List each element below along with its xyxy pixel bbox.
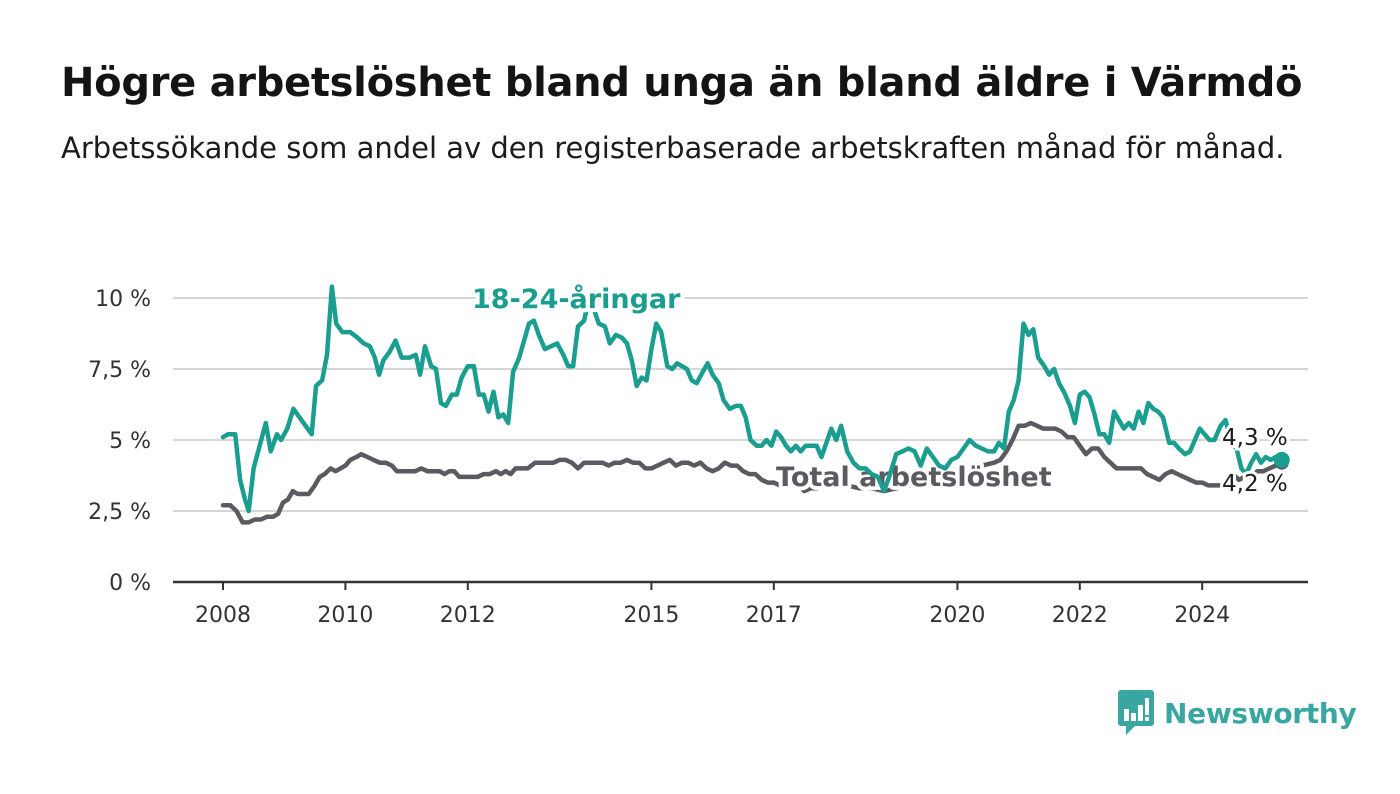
x-tick-label: 2012 bbox=[440, 603, 496, 628]
end-label-total: 4,2 % bbox=[1222, 471, 1288, 497]
x-tick-label: 2022 bbox=[1052, 603, 1108, 628]
series-lines: Total arbetslöshet bbox=[220, 284, 1285, 525]
y-tick-label: 2,5 % bbox=[88, 500, 151, 525]
y-tick-label: 10 % bbox=[95, 287, 151, 312]
series-line-total bbox=[220, 420, 1285, 525]
x-axis: 2008 2010 2012 2015 2017 2020 2022 2024 bbox=[173, 580, 1308, 628]
end-point-18-24 bbox=[1273, 451, 1290, 468]
end-label-18-24: 4,3 % bbox=[1222, 425, 1288, 451]
newsworthy-logo[interactable]: Newsworthy bbox=[1118, 690, 1357, 736]
x-tick-label: 2020 bbox=[929, 603, 985, 628]
gridlines bbox=[173, 297, 1308, 512]
chart-title: Högre arbetslöshet bland unga än bland ä… bbox=[61, 60, 1303, 106]
bar-chart-speech-bubble-icon bbox=[1118, 690, 1154, 735]
x-tick-label: 2024 bbox=[1174, 603, 1230, 628]
y-tick-label: 0 % bbox=[109, 571, 151, 596]
y-tick-label: 7,5 % bbox=[88, 358, 151, 383]
series-labels: 18-24-åringar 4,3 % 4,2 % bbox=[468, 279, 1291, 500]
y-tick-label: 5 % bbox=[109, 429, 151, 454]
brand-name: Newsworthy bbox=[1164, 696, 1357, 730]
x-tick-label: 2010 bbox=[317, 603, 373, 628]
x-tick-label: 2017 bbox=[746, 603, 802, 628]
y-axis-tick-labels: 0 % 2,5 % 5 % 7,5 % 10 % bbox=[88, 287, 151, 596]
series-label-total: Total arbetslöshet bbox=[776, 462, 1052, 493]
x-tick-label: 2015 bbox=[623, 603, 679, 628]
series-line-18-24 bbox=[220, 284, 1285, 514]
series-label-18-24: 18-24-åringar bbox=[472, 283, 681, 315]
x-tick-label: 2008 bbox=[195, 603, 251, 628]
chart-subtitle: Arbetssökande som andel av den registerb… bbox=[61, 131, 1285, 165]
